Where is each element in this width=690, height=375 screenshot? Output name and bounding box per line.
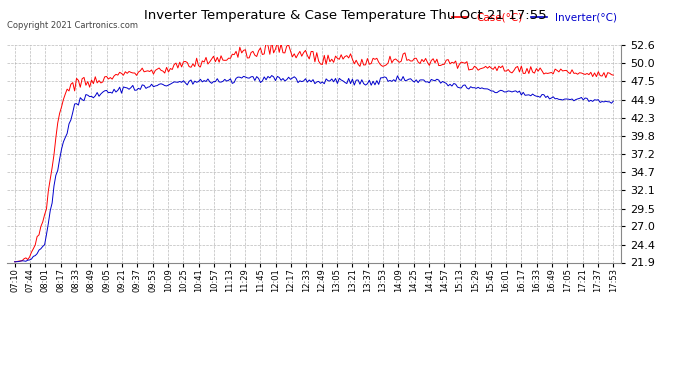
- Legend: Case(°C), Inverter(°C): Case(°C), Inverter(°C): [448, 8, 621, 26]
- Text: Inverter Temperature & Case Temperature Thu Oct 21 17:55: Inverter Temperature & Case Temperature …: [144, 9, 546, 22]
- Text: Copyright 2021 Cartronics.com: Copyright 2021 Cartronics.com: [7, 21, 138, 30]
